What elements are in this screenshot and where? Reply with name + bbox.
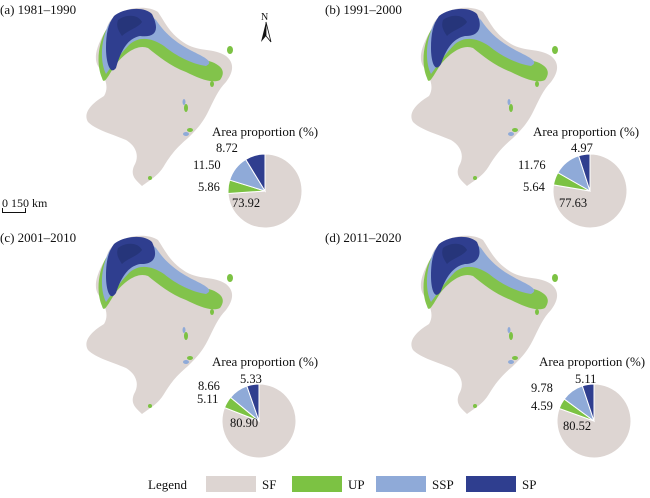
- legend-swatch-up: [292, 476, 342, 492]
- pie-title-d: Area proportion (%): [539, 354, 646, 369]
- scale-label: 0 150 km: [2, 196, 48, 210]
- panel-title-a: (a) 1981–1990: [0, 2, 77, 17]
- pie-slice-sp: [578, 153, 591, 192]
- up-patch: [227, 274, 233, 282]
- pie-label-sp-d: 5.11: [575, 372, 597, 386]
- pie-label-up-b: 5.64: [523, 180, 545, 194]
- up-patch: [473, 176, 477, 180]
- pie-chart-d: [556, 383, 632, 459]
- region-map-b: [411, 7, 558, 187]
- pie-label-sf-a: 73.92: [232, 196, 261, 210]
- ssp-patch: [507, 327, 511, 333]
- pie-label-ssp-b: 11.76: [518, 158, 546, 172]
- up-patch: [184, 104, 188, 112]
- legend-label-up: UP: [348, 477, 365, 492]
- pie-slice-sf: [552, 153, 628, 229]
- ssp-patch: [183, 360, 189, 364]
- up-patch: [148, 404, 152, 408]
- legend-title: Legend: [148, 477, 187, 492]
- legend-label-ssp: SSP: [432, 477, 454, 492]
- up-patch: [184, 332, 188, 340]
- pie-label-sp-c: 5.33: [240, 372, 262, 386]
- region-map-a: [86, 7, 233, 187]
- pie-title-c: Area proportion (%): [212, 354, 319, 369]
- up-patch: [473, 404, 477, 408]
- pie-label-up-c: 5.11: [197, 392, 219, 406]
- legend-swatch-sf: [206, 476, 256, 492]
- up-patch: [512, 356, 518, 360]
- pie-label-sf-d: 80.52: [563, 419, 592, 433]
- region-map-d: [411, 235, 558, 414]
- pie-label-sp-a: 8.72: [216, 141, 238, 155]
- panel-title-b: (b) 1991–2000: [325, 2, 402, 17]
- up-patch: [535, 81, 539, 87]
- pie-slice-sp: [246, 383, 260, 422]
- legend-label-sf: SF: [262, 477, 277, 492]
- pie-chart-a: [227, 153, 303, 229]
- map-panel-a: (a) 1981–1990 N Area proportion (%) 8.72…: [0, 0, 325, 229]
- pie-title-b: Area proportion (%): [533, 124, 640, 139]
- pie-slice-sf: [221, 383, 297, 459]
- ssp-patch: [182, 99, 186, 105]
- pie-label-ssp-a: 11.50: [193, 158, 221, 172]
- legend-swatch-sp: [466, 476, 516, 492]
- north-label: N: [261, 12, 269, 23]
- pie-slice-sf: [227, 153, 303, 229]
- pie-label-ssp-c: 8.66: [198, 379, 220, 393]
- pie-label-ssp-d: 9.78: [531, 381, 553, 395]
- sp-core: [117, 243, 142, 264]
- legend: Legend SF UP SSP SP: [148, 474, 648, 496]
- ssp-patch: [182, 327, 186, 333]
- pie-slice-sp: [245, 153, 266, 193]
- up-patch: [148, 176, 152, 180]
- sp-core: [442, 243, 467, 264]
- sp-core: [117, 15, 142, 37]
- pie-label-sp-b: 4.97: [571, 141, 593, 155]
- region-map-c: [86, 235, 233, 414]
- up-patch: [187, 128, 193, 132]
- map-panel-b: (b) 1991–2000 Area proportion (%) 4.97 1…: [325, 0, 650, 229]
- ssp-patch: [507, 99, 511, 105]
- up-patch: [509, 332, 513, 340]
- up-patch: [552, 274, 558, 282]
- panel-title-d: (d) 2011–2020: [325, 230, 402, 245]
- up-patch: [552, 46, 558, 54]
- pie-label-up-a: 5.86: [198, 180, 220, 194]
- up-patch: [210, 309, 214, 315]
- up-patch: [210, 81, 214, 87]
- pie-slice-sp: [581, 383, 595, 422]
- pie-label-sf-c: 80.90: [230, 416, 259, 430]
- legend-swatch-ssp: [376, 476, 426, 492]
- panel-title-c: (c) 2001–2010: [0, 230, 77, 245]
- up-patch: [227, 46, 233, 54]
- ssp-patch: [508, 360, 514, 364]
- up-patch: [509, 104, 513, 112]
- up-patch: [535, 309, 539, 315]
- pie-chart-b: [552, 153, 628, 229]
- up-patch: [187, 356, 193, 360]
- pie-title-a: Area proportion (%): [212, 124, 319, 139]
- pie-chart-c: [221, 383, 297, 459]
- ssp-patch: [508, 132, 514, 136]
- scale-bar: [2, 208, 26, 213]
- pie-label-sf-b: 77.63: [559, 196, 588, 210]
- ssp-patch: [183, 132, 189, 136]
- map-panel-d: (d) 2011–2020 Area proportion (%) 5.11 9…: [325, 228, 650, 459]
- north-arrow: N: [258, 12, 274, 44]
- up-patch: [512, 128, 518, 132]
- map-panel-c: (c) 2001–2010 Area proportion (%) 5.33 8…: [0, 228, 325, 459]
- pie-label-up-d: 4.59: [531, 399, 553, 413]
- sp-core: [442, 15, 467, 37]
- legend-label-sp: SP: [522, 477, 537, 492]
